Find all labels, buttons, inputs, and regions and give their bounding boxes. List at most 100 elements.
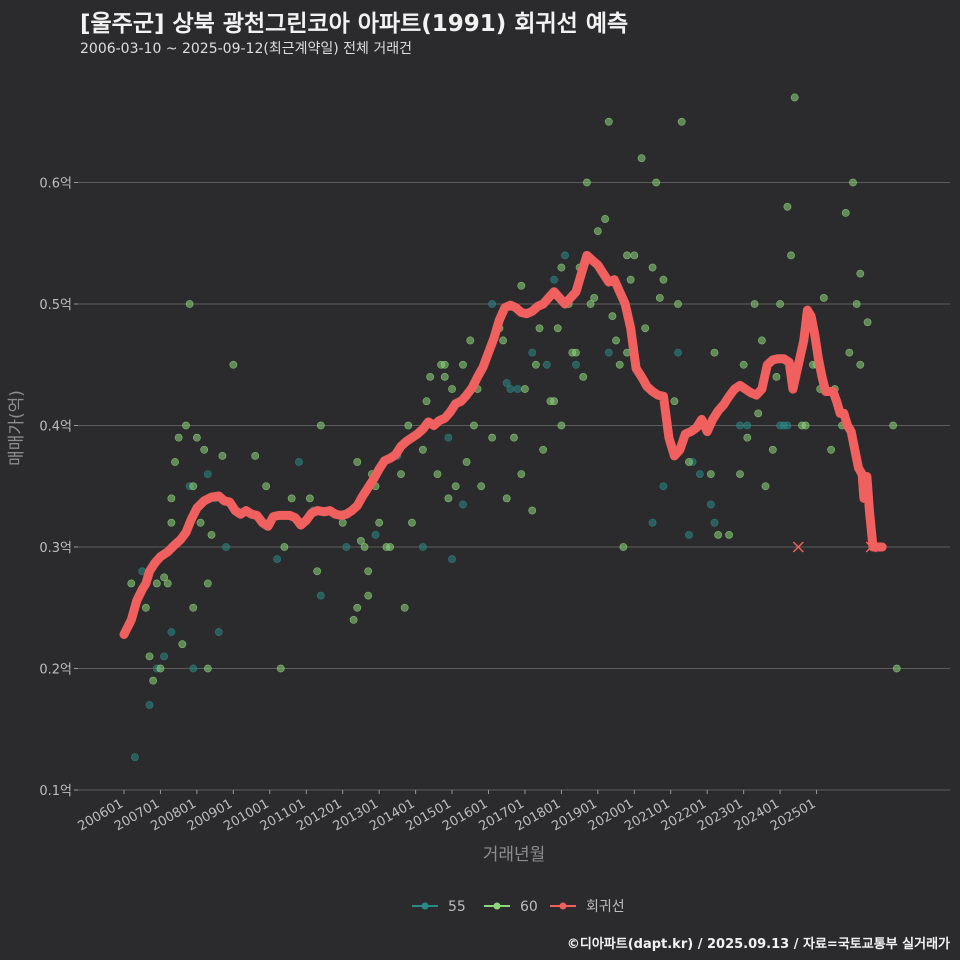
data-point	[827, 445, 836, 454]
data-point	[685, 458, 693, 466]
data-point	[338, 518, 347, 527]
data-point	[444, 433, 453, 442]
data-point	[528, 506, 537, 515]
data-point	[167, 494, 176, 503]
data-point	[619, 543, 628, 551]
data-point	[604, 117, 613, 126]
data-point	[521, 385, 529, 393]
data-point	[783, 421, 792, 430]
data-point	[171, 458, 179, 466]
data-point	[889, 421, 897, 430]
data-point	[273, 555, 281, 564]
data-point	[131, 753, 139, 762]
data-point	[287, 494, 296, 503]
data-point	[539, 445, 548, 454]
data-point	[612, 336, 620, 345]
data-point	[156, 664, 165, 673]
data-point	[542, 360, 551, 369]
data-point	[787, 251, 795, 260]
data-point	[160, 573, 168, 582]
data-point	[863, 318, 872, 327]
legend-label: 60	[520, 899, 538, 915]
data-point	[517, 470, 526, 478]
data-point	[550, 275, 559, 284]
data-point	[590, 294, 599, 302]
data-point	[203, 579, 212, 588]
data-point	[397, 470, 405, 478]
data-point	[736, 470, 744, 478]
data-point	[553, 324, 562, 333]
data-point	[572, 360, 580, 369]
data-point	[466, 336, 475, 345]
data-point	[674, 348, 682, 357]
data-point	[502, 494, 511, 503]
data-point	[145, 701, 154, 709]
data-point	[706, 500, 715, 509]
data-point	[192, 433, 201, 442]
data-point	[670, 397, 679, 406]
data-point	[276, 664, 285, 673]
data-point	[203, 664, 212, 673]
data-point	[313, 567, 322, 576]
data-point	[637, 154, 646, 163]
data-point	[856, 360, 865, 369]
data-point	[655, 294, 664, 302]
data-point	[856, 269, 865, 278]
y-axis-ticks: 0.1억 0.2억 0.3억 0.4억 0.5억 0.6억	[39, 177, 78, 799]
data-point	[163, 579, 172, 588]
series-55-points	[131, 251, 792, 762]
legend-swatch-dot	[493, 902, 501, 910]
data-point	[677, 117, 686, 126]
data-point	[251, 451, 260, 460]
data-point	[648, 518, 657, 527]
data-point	[710, 518, 719, 527]
data-point	[167, 628, 176, 636]
data-point	[586, 300, 595, 308]
data-point	[801, 421, 810, 430]
data-point	[189, 482, 198, 491]
data-point	[685, 530, 693, 539]
data-point	[152, 579, 161, 588]
data-point	[754, 409, 763, 418]
data-point	[510, 433, 518, 442]
regression-line	[119, 250, 887, 639]
x-axis-title: 거래년월	[483, 845, 546, 865]
chart-title: [울주군] 상북 광천그린코아 아파트(1991) 회귀선 예측	[80, 11, 629, 37]
data-point	[772, 372, 781, 381]
data-point	[477, 482, 486, 491]
data-point	[160, 652, 168, 661]
data-point	[305, 494, 314, 503]
data-point	[849, 178, 857, 187]
data-point	[295, 458, 303, 466]
data-point	[462, 458, 471, 466]
data-point	[819, 294, 828, 302]
data-point	[141, 603, 150, 612]
outlier-stroke	[865, 541, 877, 553]
data-point	[892, 664, 901, 673]
data-point	[506, 385, 515, 393]
data-point	[535, 324, 544, 333]
y-tick-label: 0.4억	[39, 420, 72, 435]
data-point	[845, 348, 854, 357]
y-axis-title: 매매가(억)	[7, 390, 27, 466]
data-point	[750, 300, 759, 308]
data-point	[167, 518, 176, 527]
data-point	[229, 360, 238, 369]
y-tick-label: 0.1억	[39, 784, 72, 799]
data-point	[499, 336, 507, 345]
data-point	[189, 664, 198, 673]
data-point	[768, 445, 777, 454]
legend-swatch-dot	[559, 902, 567, 910]
data-point	[360, 543, 369, 551]
data-point	[404, 421, 413, 430]
data-point	[615, 360, 624, 369]
data-point	[743, 421, 752, 430]
data-point	[557, 263, 566, 272]
legend-label: 55	[448, 899, 466, 915]
data-point	[174, 433, 183, 442]
data-point	[761, 482, 770, 491]
data-point	[448, 555, 456, 564]
data-point	[517, 281, 526, 290]
data-point	[375, 518, 384, 527]
data-point	[357, 537, 365, 545]
